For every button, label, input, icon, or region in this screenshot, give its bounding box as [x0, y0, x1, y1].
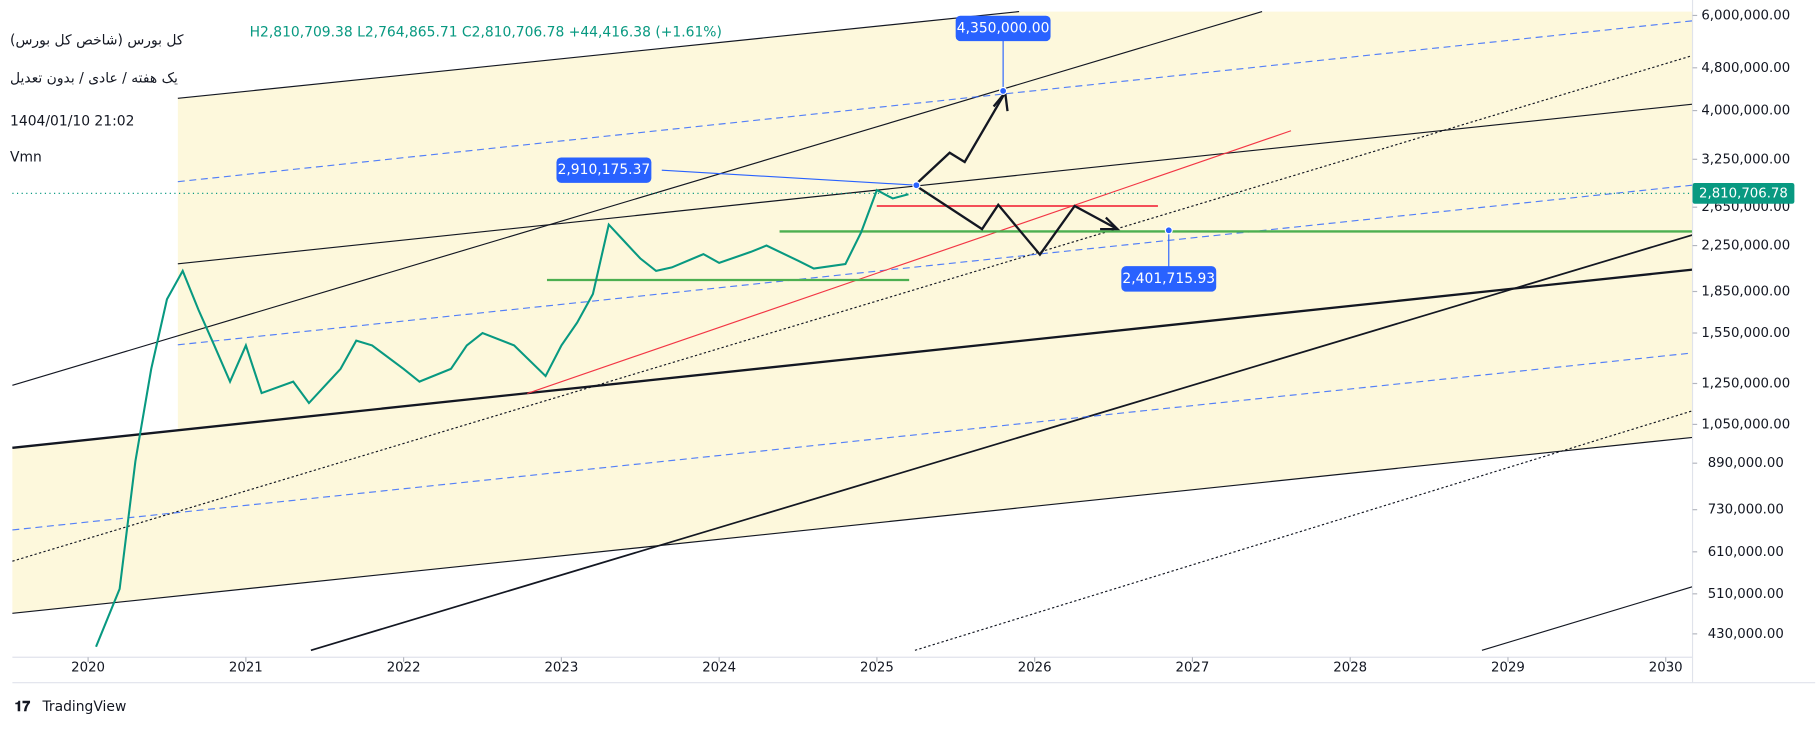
- last-price-label: 2,810,706.78: [1699, 186, 1788, 201]
- brand: TradingView: [41, 699, 126, 715]
- y-tick-label: 730,000.00: [1708, 503, 1784, 518]
- annotation-box: [1121, 266, 1217, 292]
- annotation-box: [955, 15, 1051, 42]
- x-tick-label: 2025: [860, 661, 894, 676]
- x-tick-label: 2022: [387, 661, 421, 676]
- annotation-point: [1164, 226, 1173, 235]
- y-tick-label: 3,250,000.00: [1701, 152, 1790, 167]
- x-tick-label: 2024: [702, 661, 736, 676]
- timestamp: 1404/01/10 21:02: [10, 114, 134, 130]
- annotation-box: [556, 157, 652, 183]
- y-tick-label: 610,000.00: [1708, 545, 1784, 560]
- price-line: [95, 188, 909, 648]
- y-tick-label: 1,550,000.00: [1701, 326, 1790, 341]
- x-tick-label: 2026: [1018, 661, 1052, 676]
- arrow-head: [1100, 216, 1121, 231]
- x-tick-label: 2027: [1176, 661, 1210, 676]
- title: کل بورس (شاخص کل بورس): [10, 33, 184, 49]
- subtitle: یک هفته / عادی / بدون تعدیل: [10, 71, 178, 87]
- x-tick-label: 2021: [229, 661, 263, 676]
- y-tick-label: 4,000,000.00: [1701, 104, 1790, 119]
- x-tick-label: 2023: [544, 661, 578, 676]
- y-tick-label: 4,800,000.00: [1701, 61, 1790, 76]
- annotation-point: [999, 86, 1008, 95]
- x-tick-label: 2030: [1649, 661, 1683, 676]
- logo-mark: 𝟏𝟕: [15, 699, 31, 715]
- y-tick-label: 6,000,000.00: [1701, 8, 1790, 23]
- y-tick-label: 890,000.00: [1708, 456, 1784, 471]
- indicator: Vmn: [10, 149, 42, 165]
- annotation-label: 4,350,000.00: [957, 20, 1050, 36]
- annotation-label: 2,401,715.93: [1122, 271, 1215, 287]
- y-tick-label: 1,250,000.00: [1701, 376, 1790, 391]
- x-tick-label: 2028: [1333, 661, 1367, 676]
- projection-down: [914, 184, 1118, 257]
- y-tick-label: 510,000.00: [1708, 587, 1784, 602]
- annotation-connector: [661, 169, 917, 186]
- projection-up: [914, 91, 1007, 186]
- x-tick-label: 2029: [1491, 661, 1525, 676]
- trend-lines: [12, 10, 1693, 652]
- x-tick-label: 2020: [71, 661, 105, 676]
- y-tick-label: 2,650,000.00: [1701, 200, 1790, 215]
- y-tick-label: 1,050,000.00: [1701, 417, 1790, 432]
- annotation-label: 2,910,175.37: [558, 162, 651, 178]
- dashed-lines: [12, 20, 1693, 531]
- annotation-point: [912, 181, 921, 190]
- last-price-tag: [1692, 182, 1795, 204]
- ohlc: H2,810,709.38 L2,764,865.71 C2,810,706.7…: [250, 24, 722, 40]
- y-tick-label: 430,000.00: [1708, 627, 1784, 642]
- y-tick-label: 2,250,000.00: [1701, 239, 1790, 254]
- y-tick-label: 1,850,000.00: [1701, 285, 1790, 300]
- red-trend: [527, 130, 1292, 394]
